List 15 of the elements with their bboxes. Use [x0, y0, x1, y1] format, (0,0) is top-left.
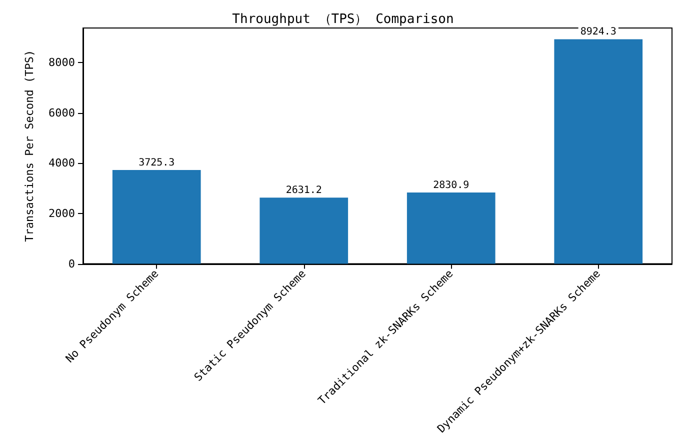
data-label: 2830.9: [433, 180, 470, 192]
data-label: 8924.3: [580, 26, 616, 38]
bar: [112, 170, 201, 264]
y-tick-label: 4000: [48, 156, 75, 170]
chart-title: Throughput （TPS） Comparison: [232, 12, 454, 27]
y-tick-label: 8000: [48, 56, 75, 69]
bar: [260, 198, 348, 264]
y-axis-title: Transactions Per Second (TPS): [23, 50, 36, 242]
bar: [406, 192, 496, 264]
y-tick-label: 2000: [48, 206, 75, 220]
y-tick-label: 0: [68, 257, 75, 270]
data-label: 2631.2: [286, 185, 322, 196]
data-label: 3725.3: [138, 158, 175, 169]
y-tick-label: 6000: [48, 106, 75, 120]
bar: [554, 39, 643, 264]
